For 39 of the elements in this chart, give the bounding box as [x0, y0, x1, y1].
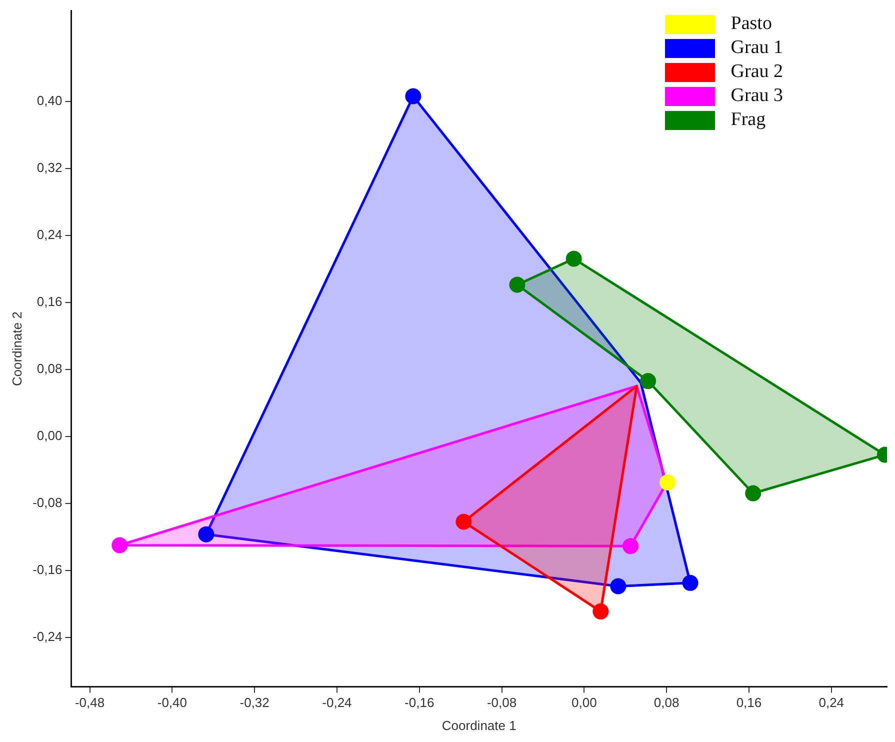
point [622, 538, 639, 554]
x-tick-label: -0,40 [157, 695, 187, 710]
x-tick-label: 0,00 [572, 695, 597, 710]
point [112, 537, 128, 554]
legend-label: Grau 3 [730, 85, 783, 107]
point [682, 574, 698, 591]
point [610, 578, 626, 594]
y-tick-label: 0,40 [36, 92, 62, 108]
x-tick-label: 0,16 [736, 695, 762, 710]
y-tick-label: 0,08 [36, 360, 62, 376]
y-axis-title: Coordinate 2 [9, 312, 24, 386]
x-axis-title: Coordinate 1 [442, 718, 516, 733]
point [640, 373, 656, 390]
x-tick-label: -0,48 [74, 695, 105, 710]
y-tick-label: -0,24 [32, 628, 62, 644]
point [198, 526, 214, 542]
x-tick-label: -0,08 [486, 695, 517, 710]
x-tick-label: -0,16 [404, 695, 434, 710]
point [456, 514, 472, 530]
y-tick-label: 0,00 [36, 428, 62, 443]
x-tick-label: 0,24 [818, 695, 844, 710]
y-tick-label: -0,08 [32, 494, 62, 510]
point [509, 276, 526, 293]
point [405, 88, 422, 104]
y-tick-label: 0,32 [36, 160, 62, 175]
y-tick-label: -0,16 [32, 562, 62, 577]
legend-label: Grau 2 [730, 61, 783, 83]
legend-label: Pasto [730, 13, 772, 35]
point [566, 250, 582, 267]
x-tick-label: -0,32 [240, 695, 270, 710]
y-tick-label: 0,16 [36, 294, 62, 309]
point [745, 485, 762, 502]
x-tick-label: -0,24 [322, 695, 352, 710]
x-tick-label: 0,08 [654, 695, 680, 710]
y-tick-label: 0,24 [36, 226, 62, 242]
legend-label: Frag [730, 109, 766, 131]
point [660, 474, 676, 490]
point [592, 603, 609, 620]
legend-label: Grau 1 [730, 37, 783, 59]
